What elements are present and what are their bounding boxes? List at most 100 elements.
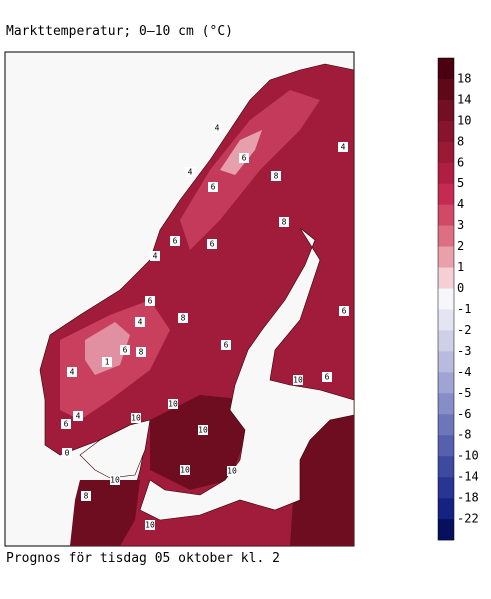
contour-label: 6 (148, 297, 153, 306)
colorbar-tick-label: -14 (457, 470, 479, 484)
colorbar-tick-label: -10 (457, 449, 479, 463)
color-segment (438, 141, 454, 164)
contour-label-bg (178, 313, 188, 323)
contour-label: 6 (342, 307, 347, 316)
colorbar-tick-label: -18 (457, 491, 479, 505)
contour-label: 6 (64, 420, 69, 429)
contour-label: 6 (211, 183, 216, 192)
contour-label-bg (168, 399, 178, 409)
color-segment (438, 120, 454, 143)
color-segment (438, 58, 454, 80)
colorbar-tick-label: 1 (457, 260, 464, 274)
contour-label: 4 (215, 124, 220, 133)
colorbar-tick-label: 4 (457, 197, 464, 211)
color-segment (438, 498, 454, 520)
contour-label-bg (198, 425, 208, 435)
contour-label-bg (150, 251, 160, 261)
contour-label: 4 (341, 143, 346, 152)
contour-label-bg (145, 520, 155, 530)
contour-label: 4 (76, 412, 81, 421)
contour-label: 4 (188, 168, 193, 177)
contour-label-bg (145, 296, 155, 306)
color-segment (438, 225, 454, 247)
contour-label-bg (131, 413, 141, 423)
contour-label: 8 (84, 492, 89, 501)
color-segment (438, 477, 454, 499)
contour-label: 1 (105, 358, 110, 367)
contour-label-bg (170, 236, 180, 246)
colorbar-tick-label: -6 (457, 407, 471, 421)
contour-label-bg (338, 142, 348, 152)
contour-label: 6 (224, 341, 229, 350)
color-segment (438, 78, 454, 101)
land-light (180, 90, 320, 250)
land-dark (150, 395, 250, 490)
contour-label-bg (208, 182, 218, 192)
color-segment (438, 288, 454, 310)
color-segment (438, 456, 454, 478)
contour-label-bg (180, 465, 190, 475)
contour-label: 4 (70, 368, 75, 377)
contour-label-bg (271, 171, 281, 181)
contour-label-bg (120, 345, 130, 355)
contour-label: 10 (293, 376, 303, 385)
contour-label-bg (61, 419, 71, 429)
colorbar-tick-label: -22 (457, 512, 479, 526)
contour-label-bg (322, 372, 332, 382)
sea (139, 227, 355, 521)
colorbar-frame (437, 57, 455, 541)
land-lighter (85, 322, 130, 375)
contour-label-bg (207, 239, 217, 249)
contour-label: 10 (145, 521, 155, 530)
contour-label-bg (221, 340, 231, 350)
contour-label-bg (136, 347, 146, 357)
colorbar-tick-label: -1 (457, 302, 471, 316)
colorbar-tick-label: 2 (457, 239, 464, 253)
contour-label-bg (62, 448, 72, 458)
contour-label: 8 (181, 314, 186, 323)
contour-label-bg (67, 367, 77, 377)
contour-label: 10 (198, 426, 208, 435)
title: Markttemperatur; 0–10 cm (°C) (6, 24, 233, 39)
contour-label-bg (185, 167, 195, 177)
contour-label: 4 (153, 252, 158, 261)
color-segment (438, 204, 454, 226)
contour-label-bg (293, 375, 303, 385)
contour-label-bg (81, 491, 91, 501)
footer: Prognos för tisdag 05 oktober kl. 2 (6, 551, 280, 566)
colorbar-tick-label: 6 (457, 155, 464, 169)
contour-label: 6 (242, 154, 247, 163)
colorbar-tick-label: 10 (457, 113, 471, 127)
contour-label: 4 (138, 318, 143, 327)
contour-label-bg (102, 357, 112, 367)
contour-label: 6 (123, 346, 128, 355)
color-segment (438, 435, 454, 457)
contour-label: 6 (173, 237, 178, 246)
contour-label-bg (279, 217, 289, 227)
colorbar-tick-label: 5 (457, 176, 464, 190)
color-segment (438, 99, 454, 122)
contour-label: 10 (168, 400, 178, 409)
colorbar-tick-label: 8 (457, 134, 464, 148)
contour-label-bg (135, 317, 145, 327)
color-segment (438, 519, 454, 541)
contour-label-bg (73, 411, 83, 421)
contour-label: 8 (139, 348, 144, 357)
color-segment (438, 162, 454, 185)
color-segment (438, 246, 454, 268)
color-segment (438, 309, 454, 331)
colorbar-tick-label: -8 (457, 428, 471, 442)
contour-label: 6 (210, 240, 215, 249)
colorbar-tick-label: 14 (457, 92, 471, 106)
color-segment (438, 183, 454, 205)
contour-label: 10 (227, 467, 237, 476)
colorbar-tick-label: 18 (457, 71, 471, 85)
colorbar-tick-label: -2 (457, 323, 471, 337)
contour-label: 10 (110, 476, 120, 485)
contour-label-bg (239, 153, 249, 163)
land-lighter (220, 130, 262, 175)
contour-label-bg (339, 306, 349, 316)
colorbar-tick-label: 0 (457, 281, 464, 295)
